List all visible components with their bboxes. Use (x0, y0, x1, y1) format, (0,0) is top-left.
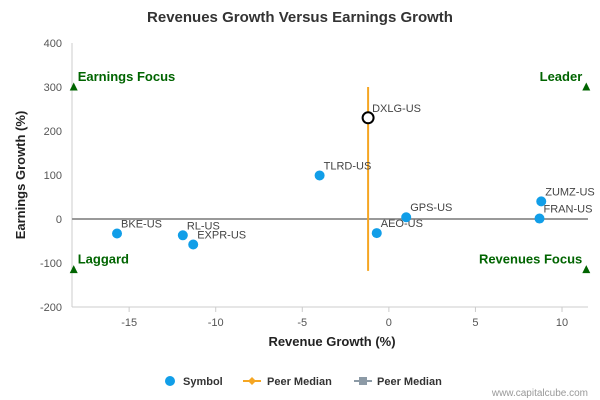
data-point[interactable]: ZUMZ-US (536, 186, 595, 207)
data-point[interactable]: AEO-US (371, 218, 423, 239)
data-point-marker[interactable] (112, 228, 123, 239)
quadrant-labels: Earnings Focus Leader Laggard Revenues Focu… (69, 69, 591, 274)
data-point-marker[interactable] (188, 239, 199, 250)
x-tick-label: -10 (208, 317, 224, 329)
data-point-label: AEO-US (381, 218, 423, 230)
quadrant-triangle-bottom-left (69, 265, 78, 274)
data-point[interactable]: TLRD-US (314, 160, 372, 181)
data-point[interactable]: FRAN-US (534, 204, 593, 224)
legend-symbol-marker (165, 376, 175, 386)
legend-gray-square (359, 377, 367, 385)
data-point-label: FRAN-US (544, 204, 593, 216)
y-axis-ticks: 400 300 200 100 0 -100 -200 (40, 38, 62, 314)
data-point-label: GPS-US (410, 202, 452, 214)
y-tick-label: -100 (40, 258, 62, 270)
data-point-label: TLRD-US (324, 160, 372, 172)
quadrant-triangle-top-right (582, 82, 591, 91)
data-point-label: RL-US (187, 220, 220, 232)
data-point-marker[interactable] (536, 196, 547, 207)
y-tick-label: -200 (40, 302, 62, 314)
x-axis-ticks: -15 -10 -5 0 5 10 (121, 307, 568, 329)
data-point[interactable]: EXPR-US (188, 230, 246, 250)
highlight-point-label: DXLG-US (372, 103, 421, 115)
legend-item-peer-median-horizontal[interactable]: Peer Median (354, 376, 442, 388)
quadrant-triangle-bottom-right (582, 265, 591, 274)
data-point-label: ZUMZ-US (545, 186, 595, 198)
legend-peer-median-label-2: Peer Median (377, 376, 442, 388)
quadrant-label-earnings-focus: Earnings Focus (78, 69, 176, 84)
x-tick-label: -15 (121, 317, 137, 329)
peer-median-lines (72, 87, 588, 271)
data-point-marker[interactable] (371, 228, 382, 239)
x-tick-label: 5 (472, 317, 478, 329)
x-tick-label: 10 (556, 317, 568, 329)
y-axis-title: Earnings Growth (%) (13, 111, 28, 240)
highlight-point[interactable]: DXLG-US (361, 103, 421, 125)
quadrant-label-leader: Leader (540, 69, 583, 84)
quadrant-label-laggard: Laggard (78, 252, 129, 267)
y-tick-label: 100 (44, 170, 62, 182)
legend-peer-median-label-1: Peer Median (267, 376, 332, 388)
x-tick-label: -5 (297, 317, 307, 329)
data-point[interactable]: BKE-US (112, 219, 162, 239)
data-point-marker[interactable] (534, 213, 545, 224)
data-point-marker[interactable] (401, 212, 412, 223)
legend-orange-diamond (248, 377, 256, 385)
legend-item-symbol[interactable]: Symbol (165, 376, 223, 388)
data-point-marker[interactable] (177, 230, 188, 241)
quadrant-label-revenues-focus: Revenues Focus (479, 252, 582, 267)
legend-symbol-label: Symbol (183, 376, 223, 388)
legend-item-peer-median-vertical[interactable]: Peer Median (243, 376, 332, 388)
y-tick-label: 400 (44, 38, 62, 50)
legend: Symbol Peer Median Peer Median (165, 376, 442, 388)
y-tick-label: 0 (56, 214, 62, 226)
chart-title: Revenues Growth Versus Earnings Growth (147, 9, 453, 26)
credit-text: www.capitalcube.com (491, 388, 588, 399)
y-tick-label: 200 (44, 126, 62, 138)
data-point-label: BKE-US (121, 219, 162, 231)
data-point-marker[interactable] (314, 170, 325, 181)
y-tick-label: 300 (44, 82, 62, 94)
data-point[interactable]: GPS-US (401, 202, 452, 223)
highlight-point-marker[interactable] (361, 111, 375, 125)
x-axis-title: Revenue Growth (%) (268, 334, 395, 349)
data-point-label: EXPR-US (197, 230, 246, 242)
data-point[interactable]: RL-US (177, 220, 220, 241)
quadrant-triangle-top-left (69, 82, 78, 91)
x-tick-label: 0 (386, 317, 392, 329)
